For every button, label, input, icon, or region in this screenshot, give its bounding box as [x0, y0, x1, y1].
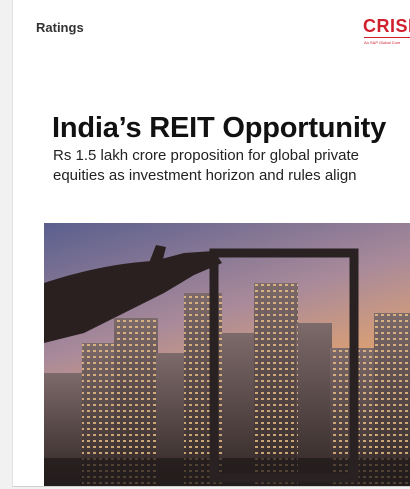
logo: CRISI [363, 16, 410, 37]
document-page: Ratings CRISI An S&P Global Com India’s … [12, 0, 410, 487]
cover-image [44, 223, 410, 486]
logo-tagline: An S&P Global Com [364, 40, 400, 45]
screen: Ratings CRISI An S&P Global Com India’s … [0, 0, 410, 489]
cover-subtitle: equities as investment horizon and rules… [53, 167, 357, 184]
cover-title: India’s REIT Opportunity [52, 112, 386, 145]
logo-rule [364, 37, 410, 38]
cover-subtitle: Rs 1.5 lakh crore proposition for global… [53, 147, 359, 164]
section-label: Ratings [36, 20, 84, 35]
